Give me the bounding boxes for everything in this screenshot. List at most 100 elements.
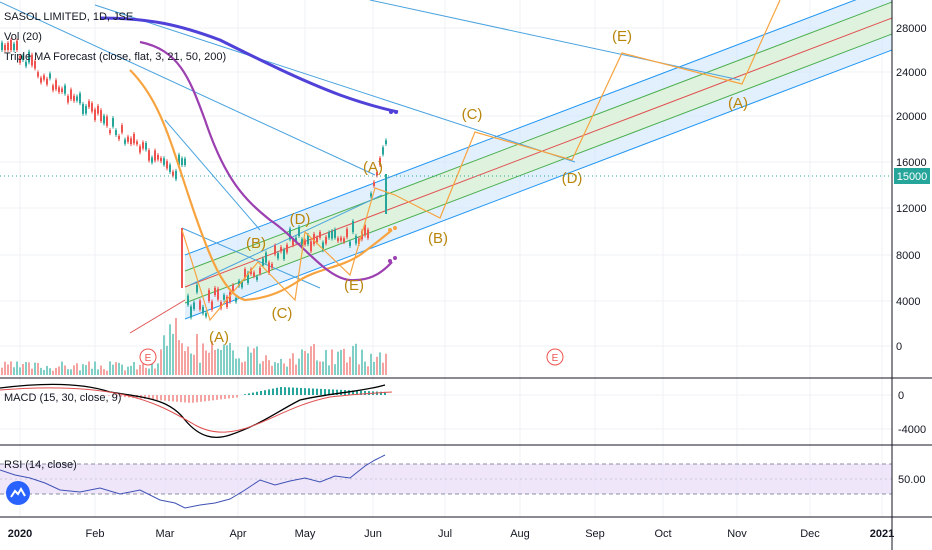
volume-bar bbox=[49, 368, 51, 375]
volume-bar bbox=[127, 366, 129, 375]
volume-bar bbox=[262, 361, 264, 375]
volume-bar bbox=[82, 364, 84, 375]
time-tick-label: 2020 bbox=[8, 528, 32, 540]
volume-bar bbox=[112, 364, 114, 375]
volume-bar bbox=[1, 367, 3, 375]
volume-bar bbox=[229, 342, 231, 375]
tradingview-logo[interactable] bbox=[6, 481, 30, 505]
volume-bar bbox=[139, 364, 141, 375]
price-tick-label: 20000 bbox=[896, 111, 927, 123]
time-tick-label: Apr bbox=[229, 528, 246, 540]
volume-bar bbox=[79, 370, 81, 375]
rsi-tick-label: 50.00 bbox=[898, 474, 926, 486]
rsi-axis: 50.00 bbox=[898, 474, 926, 486]
candle bbox=[256, 274, 258, 282]
volume-bar bbox=[64, 365, 66, 375]
earnings-marker[interactable]: E bbox=[139, 348, 157, 366]
forecast-dot bbox=[394, 110, 398, 114]
macd-legend[interactable]: MACD (15, 30, close, 9) bbox=[4, 392, 121, 404]
symbol-legend[interactable]: SASOL LIMITED, 1D, JSE bbox=[4, 11, 133, 23]
time-axis[interactable]: 2020 Feb Mar Apr May Jun Jul Aug Sep Oct Nov Dec 202… bbox=[8, 528, 894, 540]
volume-bar bbox=[43, 369, 45, 375]
candle bbox=[37, 70, 39, 79]
candle bbox=[58, 85, 60, 95]
volume-bar bbox=[313, 344, 315, 375]
candle bbox=[127, 134, 129, 144]
rsi-legend[interactable]: RSI (14, close) bbox=[4, 459, 77, 471]
wave-label: (A) bbox=[363, 159, 383, 176]
volume-bar bbox=[328, 365, 330, 375]
macd-bar bbox=[124, 395, 126, 398]
volume-bar bbox=[289, 358, 291, 375]
volume-bar bbox=[217, 348, 219, 375]
candle bbox=[142, 140, 144, 151]
macd-bar bbox=[208, 395, 210, 401]
candle bbox=[304, 238, 306, 247]
volume-bar bbox=[331, 349, 333, 375]
macd-bar bbox=[184, 395, 186, 403]
candle bbox=[385, 138, 387, 146]
volume-bars bbox=[1, 318, 387, 375]
candle bbox=[175, 168, 177, 182]
wave-past-lines bbox=[181, 187, 376, 322]
macd-bar bbox=[188, 395, 190, 403]
candle bbox=[265, 250, 267, 265]
volume-bar bbox=[214, 350, 216, 375]
candle bbox=[31, 52, 33, 68]
macd-tick-label: 0 bbox=[898, 390, 904, 402]
wave-label: (C) bbox=[462, 106, 483, 123]
macd-line bbox=[0, 383, 386, 438]
candle bbox=[262, 256, 264, 268]
candle bbox=[13, 41, 15, 52]
candle bbox=[43, 73, 45, 82]
volume-bar bbox=[241, 362, 243, 375]
macd-bar bbox=[144, 395, 146, 399]
volume-legend[interactable]: Vol (20) bbox=[4, 31, 42, 43]
candle bbox=[343, 236, 345, 245]
macd-bar bbox=[276, 387, 278, 395]
wave-label: (A) bbox=[728, 95, 748, 112]
macd-bar bbox=[260, 391, 262, 395]
candle bbox=[82, 101, 84, 116]
candle bbox=[325, 234, 327, 246]
candle bbox=[274, 243, 276, 257]
volume-bar bbox=[208, 352, 210, 375]
earnings-marker[interactable]: E bbox=[546, 348, 564, 366]
macd-bar bbox=[228, 395, 230, 399]
candle bbox=[169, 162, 171, 174]
volume-bar bbox=[115, 362, 117, 375]
candle bbox=[280, 245, 282, 254]
time-tick-label: Feb bbox=[86, 528, 105, 540]
volume-bar bbox=[283, 363, 285, 375]
volume-bar bbox=[157, 363, 159, 375]
candle bbox=[226, 294, 228, 310]
macd-bar bbox=[268, 389, 270, 395]
candlesticks bbox=[1, 37, 387, 320]
volume-bar bbox=[184, 351, 186, 375]
candle bbox=[340, 235, 342, 243]
candle bbox=[223, 292, 225, 302]
candle bbox=[67, 93, 69, 105]
candle bbox=[334, 227, 336, 240]
candle bbox=[289, 226, 291, 242]
volume-bar bbox=[280, 358, 282, 375]
candle bbox=[73, 93, 75, 103]
volume-bar bbox=[337, 351, 339, 375]
volume-bar bbox=[55, 367, 57, 375]
time-tick-label: Sep bbox=[585, 528, 605, 540]
time-tick-label: Jul bbox=[438, 528, 452, 540]
candle bbox=[322, 240, 324, 253]
forecast-legend[interactable]: Triple MA Forecast (close, flat, 3, 21, … bbox=[4, 51, 226, 63]
regression-channel bbox=[129, 0, 893, 334]
candle bbox=[310, 239, 312, 254]
price-axis[interactable]: 28000 24000 20000 16000 12000 8000 4000 0 bbox=[896, 23, 927, 353]
macd-bar bbox=[284, 387, 286, 395]
candle bbox=[133, 131, 135, 146]
volume-bar bbox=[40, 367, 42, 375]
price-tick-label: 16000 bbox=[896, 157, 927, 169]
time-tick-label: Mar bbox=[156, 528, 175, 540]
forecast-dot bbox=[389, 110, 393, 114]
candle bbox=[184, 156, 186, 167]
volume-bar bbox=[4, 361, 6, 375]
candle bbox=[181, 156, 183, 167]
